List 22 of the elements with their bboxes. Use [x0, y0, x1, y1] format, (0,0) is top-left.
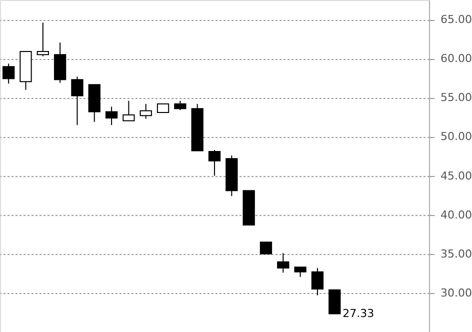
candlestick	[140, 103, 152, 120]
y-tick-label: 60.00	[440, 52, 472, 66]
y-tick-label: 30.00	[440, 286, 472, 300]
y-tick-label: 35.00	[440, 247, 472, 260]
y-tick-label: 50.00	[440, 130, 472, 144]
candlestick	[277, 252, 290, 274]
candlestick	[260, 242, 272, 254]
candlestick	[208, 149, 221, 176]
y-tick-label: 55.00	[440, 91, 472, 104]
y-tick-label: 65.00	[440, 13, 472, 26]
candlestick	[294, 266, 306, 278]
annotation: 27.33	[342, 306, 374, 320]
candlestick	[174, 100, 186, 111]
y-tick-label: 45.00	[440, 169, 472, 182]
candlestick	[2, 63, 15, 84]
candlestick	[122, 100, 135, 122]
y-tick-label: 40.00	[440, 208, 472, 222]
candlestick	[36, 22, 49, 57]
candlestick	[311, 267, 324, 296]
candlestick	[328, 289, 341, 314]
candlestick	[105, 106, 118, 126]
candlestick	[71, 76, 84, 126]
